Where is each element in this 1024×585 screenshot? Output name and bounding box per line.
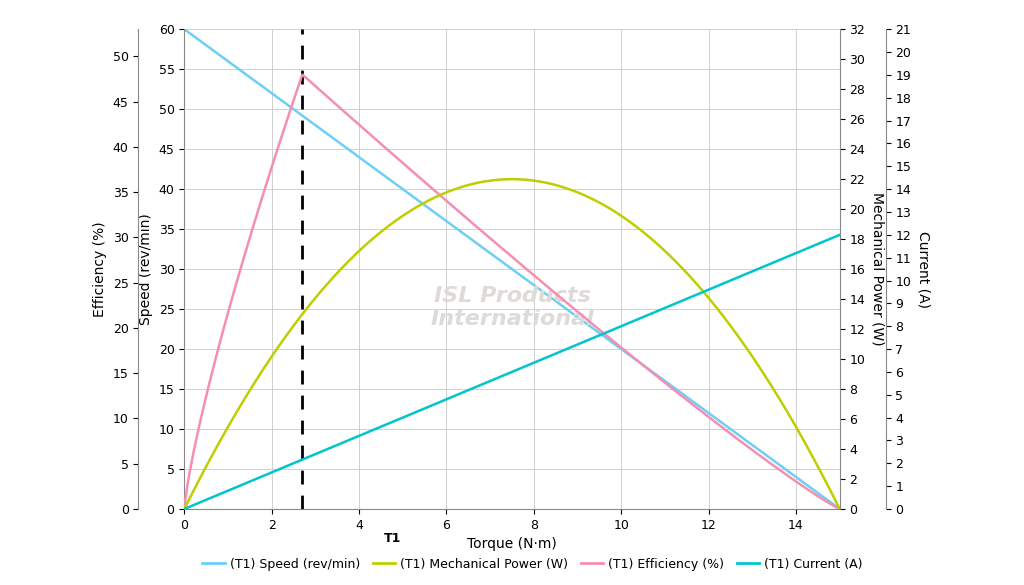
(T1) Mechanical Power (W) <box>475 178 487 185</box>
Line: (T1) Current (A): (T1) Current (A) <box>184 235 840 509</box>
(T1) Efficiency (%) <box>178 505 190 512</box>
(T1) Current (A) <box>294 457 306 464</box>
(T1) Speed (rev/min) <box>672 387 684 394</box>
Legend: (T1) Speed (rev/min), (T1) Mechanical Power (W), (T1) Efficiency (%), (T1) Curre: (T1) Speed (rev/min), (T1) Mechanical Po… <box>198 553 867 576</box>
(T1) Current (A) <box>834 231 846 238</box>
(T1) Current (A) <box>564 344 577 351</box>
Y-axis label: Mechanical Power (W): Mechanical Power (W) <box>870 192 885 346</box>
(T1) Current (A) <box>672 299 684 306</box>
(T1) Current (A) <box>475 381 487 388</box>
(T1) Efficiency (%) <box>296 71 308 78</box>
(T1) Efficiency (%) <box>294 77 306 84</box>
(T1) Speed (rev/min) <box>564 308 577 315</box>
Text: T1: T1 <box>384 532 401 545</box>
(T1) Mechanical Power (W) <box>616 214 629 221</box>
Y-axis label: Efficiency (%): Efficiency (%) <box>93 221 108 317</box>
(T1) Speed (rev/min) <box>294 111 306 118</box>
Line: (T1) Speed (rev/min): (T1) Speed (rev/min) <box>184 29 840 509</box>
Y-axis label: Current (A): Current (A) <box>916 230 931 308</box>
X-axis label: Torque (N·m): Torque (N·m) <box>467 537 557 551</box>
(T1) Current (A) <box>178 505 190 512</box>
(T1) Mechanical Power (W) <box>505 176 517 183</box>
(T1) Efficiency (%) <box>673 390 685 397</box>
(T1) Mechanical Power (W) <box>673 261 685 268</box>
(T1) Speed (rev/min) <box>347 149 359 156</box>
(T1) Mechanical Power (W) <box>178 505 190 512</box>
(T1) Current (A) <box>347 435 359 442</box>
Y-axis label: Speed (rev/min): Speed (rev/min) <box>139 213 153 325</box>
(T1) Mechanical Power (W) <box>565 187 578 194</box>
(T1) Mechanical Power (W) <box>347 253 359 260</box>
(T1) Speed (rev/min) <box>615 346 628 353</box>
(T1) Efficiency (%) <box>565 303 578 310</box>
(T1) Mechanical Power (W) <box>834 505 846 512</box>
(T1) Efficiency (%) <box>476 228 488 235</box>
Line: (T1) Efficiency (%): (T1) Efficiency (%) <box>184 75 840 509</box>
(T1) Mechanical Power (W) <box>294 314 306 321</box>
Text: ISL Products
International: ISL Products International <box>430 286 594 329</box>
(T1) Speed (rev/min) <box>834 505 846 512</box>
(T1) Efficiency (%) <box>348 116 360 123</box>
Line: (T1) Mechanical Power (W): (T1) Mechanical Power (W) <box>184 179 840 509</box>
(T1) Speed (rev/min) <box>178 26 190 33</box>
(T1) Speed (rev/min) <box>475 243 487 250</box>
(T1) Efficiency (%) <box>616 346 629 353</box>
(T1) Efficiency (%) <box>834 505 846 512</box>
(T1) Current (A) <box>615 322 628 329</box>
